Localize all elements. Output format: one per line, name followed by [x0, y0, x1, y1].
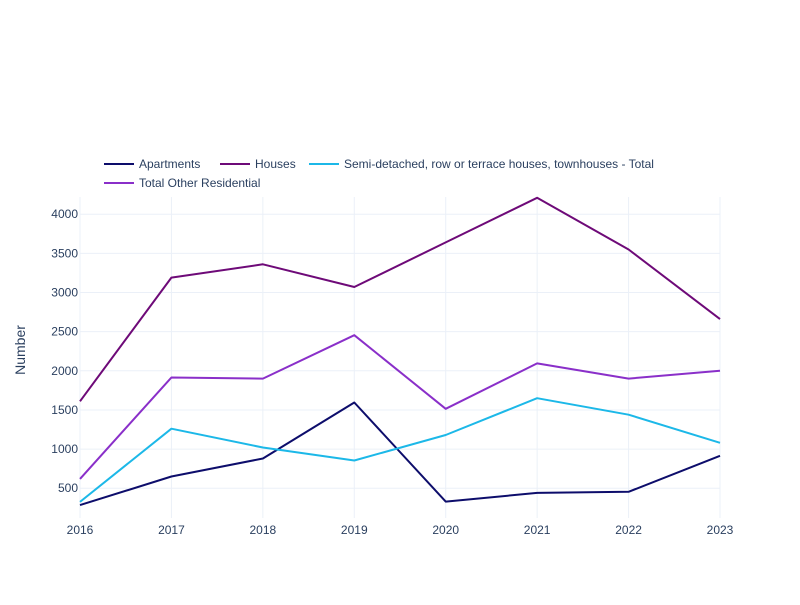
legend-label: Semi-detached, row or terrace houses, to…	[344, 157, 654, 171]
series-line-apartments	[79, 401, 721, 507]
x-tick-label: 2023	[707, 523, 734, 537]
legend-label: Houses	[255, 157, 296, 171]
y-tick-label: 3500	[51, 246, 78, 260]
y-tick-label: 500	[58, 481, 78, 495]
series-line-total-other-residential	[79, 334, 721, 480]
grid-layer	[79, 197, 721, 518]
legend-item[interactable]: Total Other Residential	[104, 176, 260, 190]
x-tick-label: 2021	[524, 523, 551, 537]
legend-item[interactable]: Apartments	[104, 157, 200, 171]
y-tick-label: 2000	[51, 364, 78, 378]
y-tick-label: 4000	[51, 207, 78, 221]
y-tick-label: 1000	[51, 442, 78, 456]
y-tick-label: 1500	[51, 403, 78, 417]
series-line-semi-detached-row-or-terrace-houses-townhouses-total	[79, 397, 721, 503]
x-tick-label: 2022	[615, 523, 642, 537]
legend-item[interactable]: Houses	[220, 157, 296, 171]
legend: Apartments Houses Semi-detached, row or te…	[104, 157, 654, 190]
legend-label: Apartments	[139, 157, 200, 171]
legend-item[interactable]: Semi-detached, row or terrace houses, to…	[309, 157, 654, 171]
series-line-houses	[79, 196, 721, 402]
x-tick-label: 2017	[158, 523, 185, 537]
x-tick-label: 2018	[250, 523, 277, 537]
x-tick-label: 2019	[341, 523, 368, 537]
y-tick-label: 2500	[51, 325, 78, 339]
legend-label: Total Other Residential	[139, 176, 260, 190]
x-tick-label: 2020	[432, 523, 459, 537]
y-axis-title: Number	[12, 325, 28, 375]
y-tick-label: 3000	[51, 286, 78, 300]
series-layer	[79, 196, 721, 507]
x-tick-label: 2016	[67, 523, 94, 537]
axis-layer: 2016 2017 2018 2019 2020 2021 2022 2023 500 1000 1…	[51, 207, 733, 537]
